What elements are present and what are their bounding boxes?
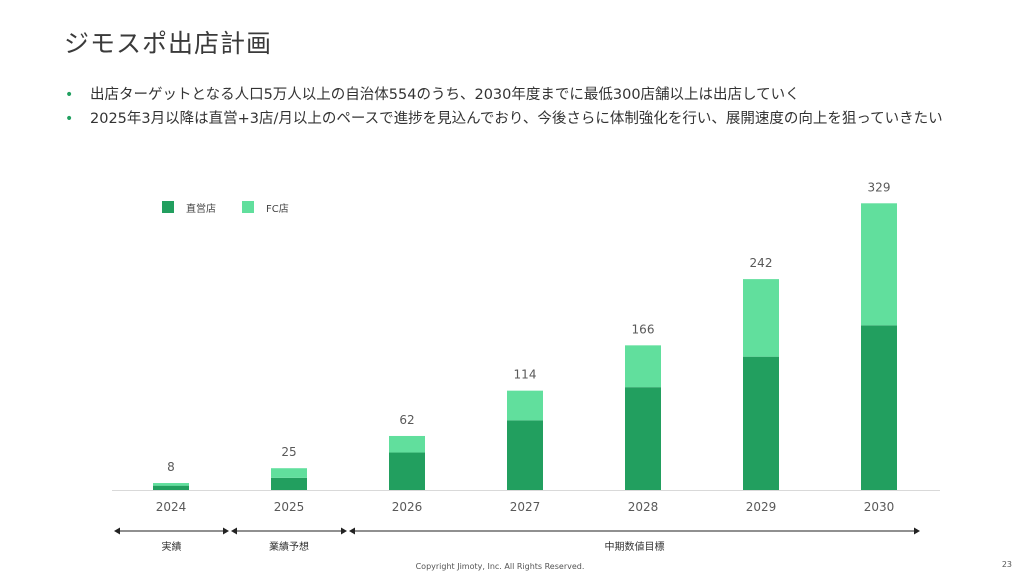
bar-direct-2028 <box>625 387 661 490</box>
bar-total-label: 8 <box>167 460 175 474</box>
bar-fc-2027 <box>507 390 543 421</box>
bullet-marker: • <box>65 111 74 127</box>
legend-swatch-fc <box>242 201 254 213</box>
x-tick-label: 2029 <box>746 500 777 514</box>
bullet-text: 出店ターゲットとなる人口5万人以上の自治体554のうち、2030年度までに最低3… <box>90 87 800 103</box>
phase-arrow-left-head <box>231 527 237 535</box>
bar-total-label: 114 <box>514 368 537 382</box>
page-number: 23 <box>1001 560 1012 569</box>
bar-fc-2026 <box>389 435 425 453</box>
page-title: ジモスポ出店計画 <box>64 29 273 58</box>
phase-label: 実績 <box>162 540 182 553</box>
bar-fc-2024 <box>153 483 189 486</box>
x-tick-label: 2030 <box>864 500 895 514</box>
bar-direct-2030 <box>861 325 897 490</box>
bullet-item: • 出店ターゲットとなる人口5万人以上の自治体554のうち、2030年度までに最… <box>64 83 964 107</box>
legend-label-direct: 直営店 <box>186 203 216 215</box>
phase-arrow-right-head <box>341 527 347 535</box>
bar-direct-2027 <box>507 420 543 490</box>
bar-total-label: 242 <box>750 256 773 270</box>
legend-item-fc: FC店 <box>242 200 289 215</box>
chart-legend: 直営店 FC店 <box>162 198 315 216</box>
bar-direct-2025 <box>271 477 307 490</box>
bar-total-label: 62 <box>399 413 414 427</box>
phase-label: 業績予想 <box>269 540 309 553</box>
x-tick-label: 2026 <box>392 500 423 514</box>
phase-arrow-left-head <box>114 527 120 535</box>
bar-direct-2029 <box>743 356 779 490</box>
x-tick-label: 2024 <box>156 500 187 514</box>
legend-label-fc: FC店 <box>266 203 289 215</box>
bar-fc-2028 <box>625 345 661 388</box>
x-tick-label: 2028 <box>628 500 659 514</box>
phase-arrow-right-head <box>223 527 229 535</box>
bullet-list: • 出店ターゲットとなる人口5万人以上の自治体554のうち、2030年度までに最… <box>64 83 964 131</box>
x-tick-label: 2025 <box>274 500 305 514</box>
phase-arrow-left-head <box>349 527 355 535</box>
bullet-text: 2025年3月以降は直営+3店/月以上のペースで進捗を見込んでおり、今後さらに体… <box>90 111 943 127</box>
bar-total-label: 329 <box>868 180 891 194</box>
bar-direct-2026 <box>389 452 425 490</box>
legend-swatch-direct <box>162 201 174 213</box>
copyright-footer: Copyright Jimoty, Inc. All Rights Reserv… <box>415 562 585 571</box>
bar-direct-2024 <box>153 485 189 490</box>
legend-item-direct: 直営店 <box>162 200 216 215</box>
bar-fc-2029 <box>743 279 779 357</box>
phase-arrow-right-head <box>914 527 920 535</box>
bar-total-label: 25 <box>281 445 296 459</box>
phase-label: 中期数値目標 <box>605 540 665 553</box>
bar-fc-2030 <box>861 203 897 326</box>
bar-fc-2025 <box>271 468 307 478</box>
bullet-marker: • <box>65 87 74 103</box>
x-tick-label: 2027 <box>510 500 541 514</box>
bullet-item: • 2025年3月以降は直営+3店/月以上のペースで進捗を見込んでおり、今後さら… <box>64 107 964 131</box>
bar-total-label: 166 <box>632 322 655 336</box>
